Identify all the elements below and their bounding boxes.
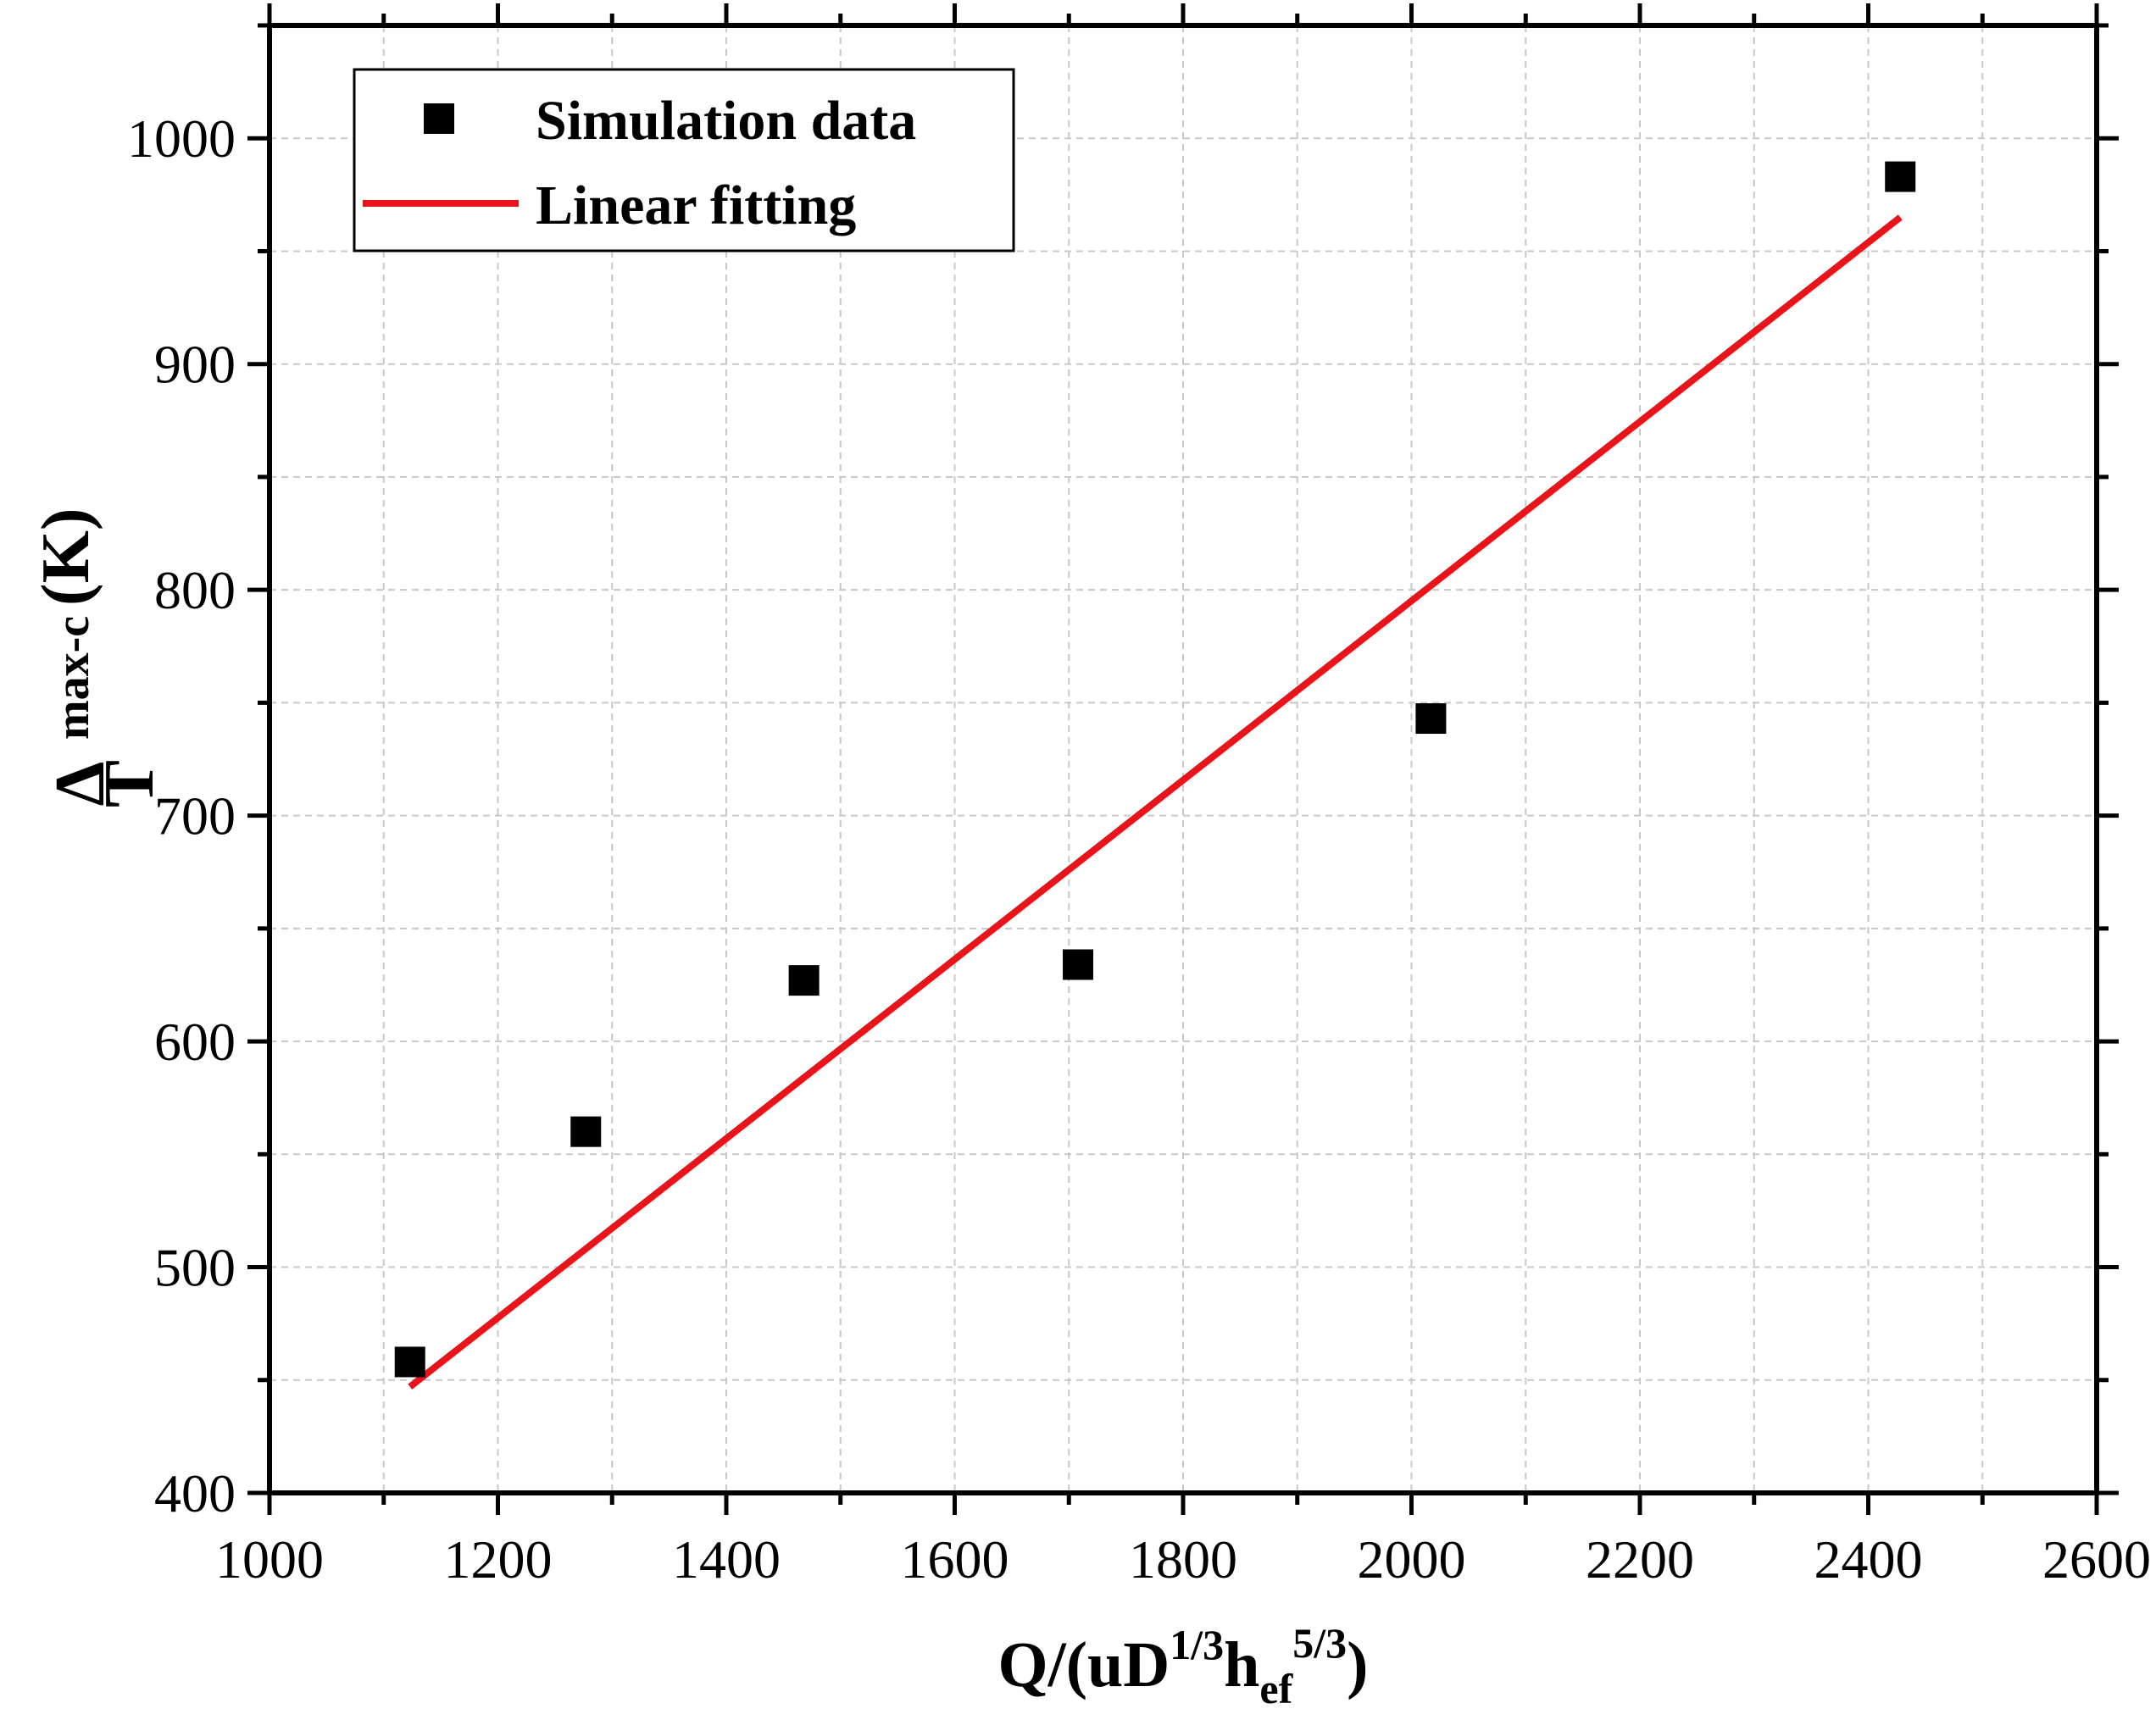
x-axis-title-mid: h bbox=[1224, 1629, 1259, 1700]
x-tick-label: 2400 bbox=[1814, 1529, 1923, 1590]
x-axis-title-close: ) bbox=[1347, 1629, 1368, 1700]
data-points bbox=[394, 161, 1916, 1378]
y-tick-label: 800 bbox=[154, 560, 236, 620]
x-axis-title-base: Q/(uD bbox=[998, 1629, 1170, 1700]
y-tick-label: 700 bbox=[154, 786, 236, 846]
x-axis-title-sup1: 1/3 bbox=[1170, 1621, 1224, 1668]
fit-line-layer bbox=[408, 214, 1903, 1390]
x-axis-title-sub: ef bbox=[1259, 1665, 1293, 1712]
y-tick-label: 400 bbox=[154, 1463, 236, 1523]
data-point bbox=[570, 1116, 602, 1147]
x-tick-label: 1400 bbox=[672, 1529, 781, 1590]
x-tick-label: 1000 bbox=[215, 1529, 324, 1590]
y-tick-labels: 400 500 600 700 800 900 1000 bbox=[127, 108, 236, 1523]
y-axis-title-sub: max-c bbox=[47, 616, 99, 740]
data-point bbox=[394, 1346, 425, 1378]
legend-label-simulation: Simulation data bbox=[536, 90, 916, 152]
grid bbox=[270, 25, 2097, 1493]
legend-label-linear: Linear fitting bbox=[536, 175, 856, 236]
x-tick-labels: 1000 1200 1400 1600 1800 2000 2200 2400 2600 bbox=[215, 1529, 2151, 1590]
data-point bbox=[788, 965, 820, 996]
legend-box bbox=[353, 68, 1015, 252]
y-axis-title-delta: Δ bbox=[41, 762, 119, 807]
y-tick-label: 500 bbox=[154, 1238, 236, 1298]
y-axis-title: Δ T max-c (K) bbox=[29, 508, 169, 807]
y-axis-title-unit: (K) bbox=[29, 508, 103, 606]
data-point bbox=[1415, 703, 1447, 735]
data-point bbox=[1063, 949, 1094, 980]
tick-marks bbox=[247, 3, 2119, 1515]
x-tick-label: 2200 bbox=[1586, 1529, 1694, 1590]
legend: Simulation data Linear fitting bbox=[353, 68, 1015, 252]
x-tick-label: 1800 bbox=[1129, 1529, 1237, 1590]
y-tick-label: 1000 bbox=[127, 108, 236, 169]
x-tick-label: 2000 bbox=[1358, 1529, 1466, 1590]
x-axis-title: Q/(uD1/3hef5/3) bbox=[998, 1619, 1369, 1712]
data-point bbox=[1885, 161, 1916, 192]
y-axis-title-base: T bbox=[90, 760, 169, 807]
legend-marker-square bbox=[424, 103, 454, 134]
x-tick-label: 2600 bbox=[2042, 1529, 2151, 1590]
x-tick-label: 1600 bbox=[901, 1529, 1009, 1590]
x-tick-label: 1200 bbox=[444, 1529, 553, 1590]
y-tick-label: 600 bbox=[154, 1012, 236, 1072]
x-axis-title-sup2: 5/3 bbox=[1292, 1619, 1347, 1667]
fit-line bbox=[408, 214, 1903, 1390]
y-tick-label: 900 bbox=[154, 335, 236, 395]
